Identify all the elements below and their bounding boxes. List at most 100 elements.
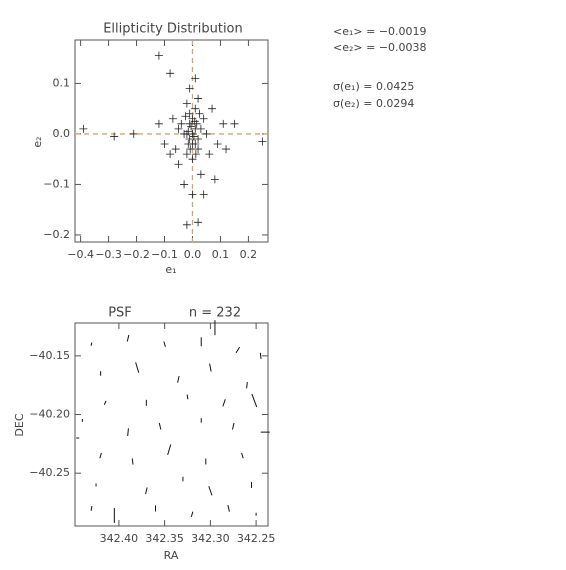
- point: [180, 129, 189, 138]
- whisker: [158, 422, 162, 430]
- point: [171, 145, 180, 154]
- x-tick-label: −0.1: [151, 248, 178, 261]
- whisker: [167, 444, 172, 456]
- y-tick-label: −40.20: [29, 408, 70, 421]
- whisker: [227, 505, 230, 512]
- y-tick-label: 0.1: [53, 76, 71, 89]
- whisker: [209, 363, 212, 372]
- chart-title: PSF: [108, 306, 132, 321]
- x-tick-label: 342.30: [191, 532, 230, 545]
- point: [174, 160, 183, 169]
- whisker: [131, 458, 134, 465]
- whisker: [190, 511, 194, 517]
- point: [182, 220, 191, 229]
- whisker: [90, 505, 93, 511]
- whisker: [135, 362, 140, 373]
- whisker: [145, 487, 148, 495]
- y-tick-label: 0.0: [53, 127, 71, 140]
- x-tick-label: 342.40: [100, 532, 139, 545]
- point: [129, 129, 138, 138]
- y-axis-label: e₂: [31, 136, 44, 147]
- whisker: [231, 422, 235, 430]
- x-tick-label: −0.3: [95, 248, 122, 261]
- point: [186, 145, 195, 154]
- whisker: [246, 382, 248, 389]
- whisker: [241, 452, 244, 459]
- whisker: [126, 334, 130, 342]
- point: [190, 117, 199, 126]
- point: [222, 145, 231, 154]
- whisker: [99, 452, 102, 459]
- point: [196, 170, 205, 179]
- point: [177, 119, 186, 128]
- x-axis-label: RA: [164, 549, 179, 562]
- point: [185, 134, 194, 143]
- point: [187, 122, 196, 131]
- point: [191, 104, 200, 113]
- point: [166, 150, 175, 159]
- point: [182, 99, 191, 108]
- point: [174, 124, 183, 133]
- whisker: [90, 342, 93, 346]
- point: [154, 51, 163, 60]
- point: [199, 190, 208, 199]
- x-tick-label: 342.35: [145, 532, 184, 545]
- whisker: [163, 341, 166, 347]
- point: [168, 114, 177, 123]
- point: [202, 129, 211, 138]
- point: [194, 145, 203, 154]
- point: [79, 124, 88, 133]
- point: [194, 94, 203, 103]
- x-axis-label: e₁: [165, 263, 176, 276]
- annotation: σ(e₁) = 0.0425: [333, 80, 414, 93]
- point: [188, 155, 197, 164]
- point: [195, 109, 204, 118]
- x-tick-label: −0.4: [67, 248, 94, 261]
- point: [185, 109, 194, 118]
- whisker: [103, 400, 107, 405]
- whisker: [208, 486, 213, 496]
- y-tick-label: −0.1: [43, 177, 70, 190]
- plot-frame: [74, 322, 269, 527]
- y-axis-label: DEC: [13, 413, 26, 436]
- whisker: [127, 428, 129, 436]
- point: [160, 140, 169, 149]
- point: [210, 175, 219, 184]
- point: [219, 119, 228, 128]
- x-tick-label: 342.25: [237, 532, 276, 545]
- point: [191, 150, 200, 159]
- y-tick-label: −40.15: [29, 349, 70, 362]
- chart-title: Ellipticity Distribution: [103, 22, 243, 37]
- x-tick-label: 0.2: [240, 248, 258, 261]
- point: [189, 132, 198, 141]
- point: [230, 119, 239, 128]
- point: [191, 74, 200, 83]
- point: [185, 84, 194, 93]
- y-tick-label: −40.25: [29, 466, 70, 479]
- whisker: [251, 393, 258, 408]
- point: [205, 150, 214, 159]
- point: [194, 218, 203, 227]
- point: [188, 190, 197, 199]
- whisker: [259, 352, 262, 359]
- point: [213, 140, 222, 149]
- point: [184, 127, 193, 136]
- point: [194, 134, 203, 143]
- y-tick-label: −0.2: [43, 228, 70, 241]
- point: [182, 150, 191, 159]
- point: [208, 104, 217, 113]
- whisker: [222, 399, 226, 407]
- chart-subtitle: n = 232: [189, 306, 241, 321]
- point: [181, 112, 190, 121]
- point: [196, 124, 205, 133]
- point: [258, 137, 267, 146]
- x-tick-label: 0.1: [212, 248, 230, 261]
- x-tick-label: −0.2: [123, 248, 150, 261]
- point: [199, 114, 208, 123]
- annotation: <e₂> = −0.0038: [333, 41, 427, 54]
- plot-frame: [74, 39, 269, 243]
- whisker: [235, 346, 241, 354]
- x-tick-label: 0.0: [184, 248, 202, 261]
- annotation: <e₁> = −0.0019: [333, 25, 427, 38]
